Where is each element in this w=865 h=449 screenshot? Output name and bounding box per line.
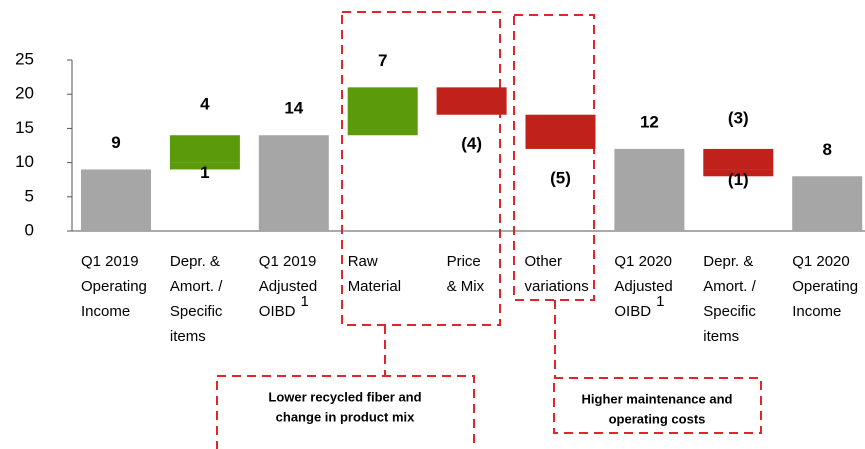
- bar: [792, 176, 863, 231]
- value-label: 8: [822, 140, 831, 159]
- x-tick-label: Q1 2019: [259, 253, 317, 270]
- y-tick-label: 25: [15, 49, 34, 68]
- highlight-box: [341, 11, 501, 326]
- x-tick-label: OIBD: [259, 303, 296, 320]
- x-tick-label: Raw: [348, 253, 378, 270]
- x-tick-label: Income: [81, 303, 130, 320]
- x-tick-label: Price: [447, 253, 481, 270]
- x-tick-label: variations: [525, 278, 589, 295]
- bar: [169, 135, 240, 163]
- x-tick-label: Amort. /: [703, 278, 756, 295]
- x-tick-label: Specific: [170, 303, 223, 320]
- annotation-box: [216, 375, 475, 449]
- x-tick-label: Operating: [81, 278, 147, 295]
- x-tick-label: Adjusted: [614, 278, 672, 295]
- x-tick-label: Income: [792, 303, 841, 320]
- bar: [81, 169, 151, 231]
- annotation-text: Lower recycled fiber and: [268, 389, 421, 404]
- value-label: (3): [728, 108, 749, 127]
- value-label: 1: [200, 163, 209, 182]
- x-tick-label: items: [703, 328, 739, 345]
- x-tick-label: items: [170, 328, 206, 345]
- x-tick-label: Q1 2020: [614, 253, 672, 270]
- value-label: 7: [378, 51, 387, 70]
- value-label: (1): [728, 170, 749, 189]
- bar: [169, 162, 240, 170]
- x-tick-label: Q1 2019: [81, 253, 139, 270]
- annotation-box: [553, 377, 762, 434]
- x-tick-label: OIBD: [614, 303, 651, 320]
- x-tick-label: Operating: [792, 278, 858, 295]
- annotation-text: change in product mix: [276, 409, 415, 424]
- x-tick-label: Amort. /: [170, 278, 223, 295]
- x-tick-label: Specific: [703, 303, 756, 320]
- bar: [614, 148, 685, 231]
- y-tick-label: 15: [15, 118, 34, 137]
- footnote-mark: 1: [300, 293, 308, 310]
- x-tick-label: Material: [348, 278, 401, 295]
- bar: [703, 148, 774, 170]
- bar: [436, 87, 507, 115]
- bar: [525, 114, 596, 149]
- bar: [703, 169, 774, 177]
- bar: [347, 87, 418, 136]
- value-label: 14: [284, 99, 303, 118]
- value-label: (4): [461, 134, 482, 153]
- x-tick-label: & Mix: [447, 278, 485, 295]
- bar: [258, 135, 329, 231]
- value-label: 9: [111, 133, 120, 152]
- value-label: 4: [200, 95, 210, 114]
- annotation-text: operating costs: [609, 411, 706, 426]
- x-tick-label: Depr. &: [170, 253, 220, 270]
- footnote-mark: 1: [656, 293, 664, 310]
- y-tick-label: 5: [25, 186, 34, 205]
- x-tick-label: Depr. &: [703, 253, 753, 270]
- y-tick-label: 20: [15, 84, 34, 103]
- x-tick-label: Q1 2020: [792, 253, 850, 270]
- y-tick-label: 10: [15, 152, 34, 171]
- y-tick-label: 0: [25, 220, 34, 239]
- x-tick-label: Adjusted: [259, 278, 317, 295]
- annotation-text: Higher maintenance and: [582, 391, 733, 406]
- x-tick-label: Other: [525, 253, 563, 270]
- value-label: 12: [640, 112, 659, 131]
- value-label: (5): [550, 168, 571, 187]
